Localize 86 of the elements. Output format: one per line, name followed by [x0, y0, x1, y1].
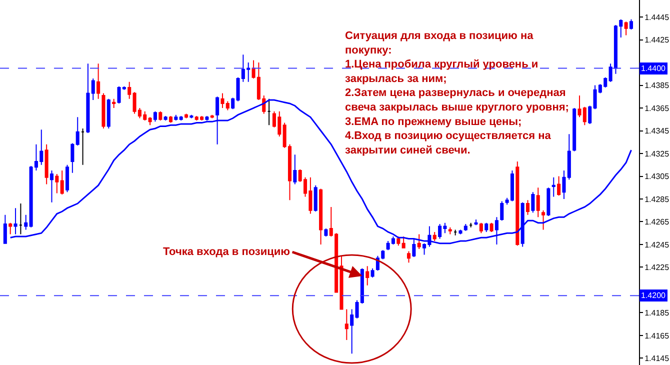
y-tick-label: 1.4385 — [644, 81, 670, 90]
candlestick — [174, 114, 178, 122]
candlestick — [557, 176, 561, 196]
y-tick-label: 1.4165 — [644, 331, 670, 340]
candlestick — [14, 208, 18, 235]
candlestick — [526, 200, 530, 216]
candlestick — [210, 114, 214, 119]
candlestick — [205, 115, 209, 122]
text: Ситуация для входа в позицию на покупку: 1.Цена пробила круглый уровень и закрылась за ним; 2.Затем цена развернулась и очередная свеча закрылась выше круглого уровня; 3.EMA по прежнему выше цены; 4.Вход в позицию осуществляется на закрытии синей свечи. — [345, 30, 569, 156]
candlestick — [153, 110, 157, 122]
candlestick — [536, 187, 540, 218]
candlestick — [148, 116, 152, 126]
y-tick-label: 1.4285 — [644, 194, 670, 204]
y-tick-label: 1.4345 — [644, 126, 670, 136]
candlestick — [293, 154, 297, 185]
candlestick — [588, 105, 592, 124]
candlestick — [516, 160, 520, 246]
candlestick — [158, 110, 162, 122]
candlestick — [552, 176, 556, 198]
candlestick — [76, 116, 80, 146]
candlestick — [458, 229, 462, 235]
candlestick — [469, 222, 473, 228]
y-tick-label: 1.4185 — [644, 308, 670, 318]
candlestick — [572, 108, 576, 152]
candlestick — [479, 222, 483, 234]
y-tick-label: 1.4425 — [644, 36, 670, 45]
candlestick — [70, 142, 74, 174]
candlestick — [102, 92, 106, 129]
candlestick — [448, 226, 452, 235]
candlestick — [314, 184, 318, 212]
candlestick — [432, 231, 436, 242]
candlestick — [474, 218, 478, 226]
candlestick — [344, 308, 348, 340]
candlestick — [562, 170, 566, 200]
candlestick — [500, 200, 504, 222]
candlestick — [624, 21, 628, 36]
candlestick — [542, 210, 546, 230]
candlestick — [66, 164, 70, 193]
candlestick — [168, 115, 173, 124]
candlestick — [8, 222, 12, 235]
candlestick — [55, 173, 59, 194]
candlestick — [164, 115, 168, 122]
candlestick — [86, 63, 90, 134]
candlestick — [319, 188, 323, 245]
y-tick-label: 1.4145 — [644, 354, 670, 363]
candlestick — [629, 18, 634, 30]
y-tick-label: 1.4305 — [644, 172, 670, 182]
candlestick — [179, 115, 183, 122]
y-tick-label: 1.4365 — [644, 104, 670, 113]
candlestick — [484, 222, 488, 232]
candlestick — [128, 81, 132, 100]
ref-line-label: 1.4200 — [641, 291, 666, 300]
candlestick — [490, 222, 494, 232]
candlestick — [24, 214, 28, 230]
candlestick — [324, 228, 328, 238]
candlestick — [267, 98, 271, 126]
annotation: Точка входа в позицию — [163, 246, 290, 258]
candlestick — [44, 144, 48, 185]
candlestick — [370, 268, 374, 278]
candlestick — [91, 78, 95, 101]
candlestick — [190, 114, 194, 119]
candlestick — [396, 236, 400, 246]
candlestick — [50, 170, 54, 203]
candlestick — [464, 224, 468, 232]
candlestick — [366, 266, 370, 286]
candlestick — [406, 250, 411, 264]
candlestick — [531, 192, 535, 214]
candlestick — [402, 236, 406, 248]
candlestick — [454, 229, 458, 236]
candlestick — [18, 203, 22, 235]
y-tick-label: 1.4245 — [644, 240, 670, 250]
candlestick — [96, 63, 100, 100]
candlestick — [546, 187, 550, 217]
candlestick — [567, 134, 571, 180]
y-tick-label: 1.4325 — [644, 149, 670, 158]
candlestick — [417, 234, 421, 250]
candlestick — [60, 170, 64, 195]
candlestick — [3, 214, 7, 244]
y-tick-label: 1.4225 — [644, 263, 670, 272]
candlestick — [184, 113, 188, 119]
ref-line-label: 1.4400 — [641, 64, 666, 73]
y-tick-label: 1.4445 — [644, 12, 670, 22]
y-tick-label: 1.4265 — [644, 218, 670, 227]
candlestick — [106, 98, 110, 129]
candlestick — [81, 128, 85, 166]
candlestick — [112, 98, 116, 109]
